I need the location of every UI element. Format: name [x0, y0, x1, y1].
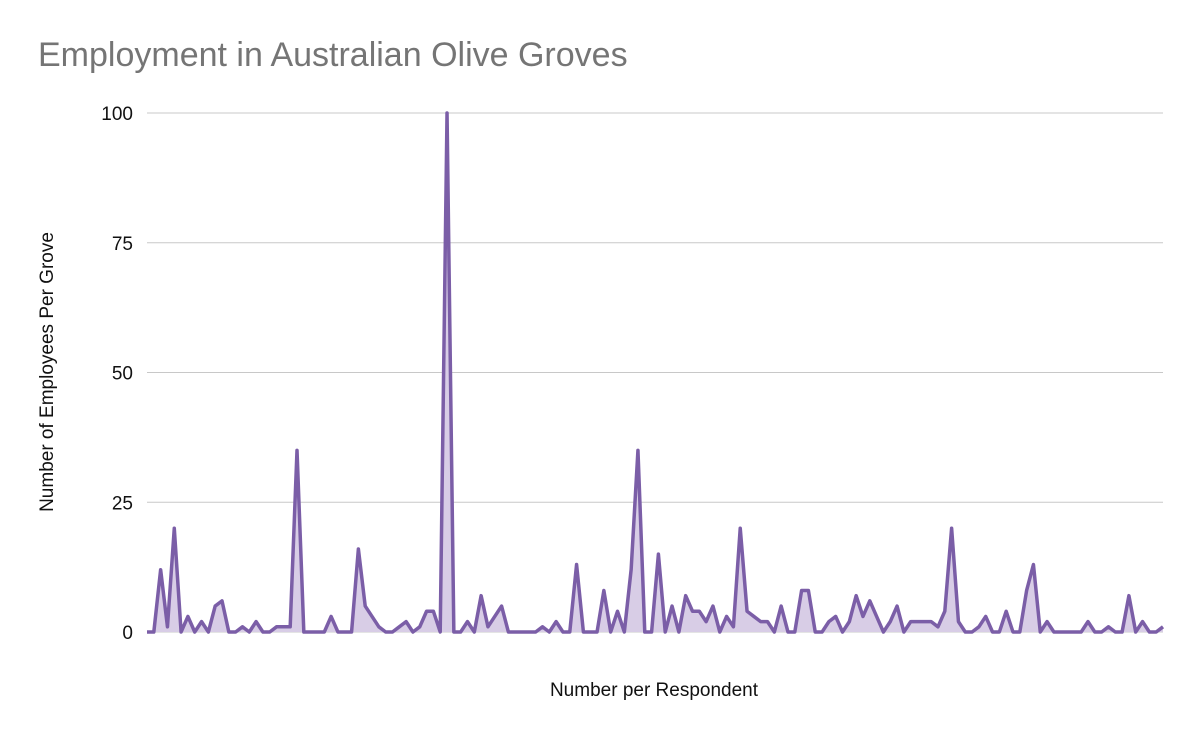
y-tick-label: 100 — [101, 104, 133, 125]
y-tick-label: 0 — [122, 623, 133, 644]
y-tick-labels: 0 25 50 75 100 — [101, 104, 133, 644]
y-tick-label: 50 — [112, 364, 133, 385]
series-line — [147, 111, 1165, 634]
y-tick-label: 25 — [112, 493, 133, 514]
x-axis-title: Number per Respondent — [549, 680, 759, 701]
y-tick-label: 75 — [112, 234, 133, 255]
chart-title: Employment in Australian Olive Groves — [38, 36, 628, 74]
